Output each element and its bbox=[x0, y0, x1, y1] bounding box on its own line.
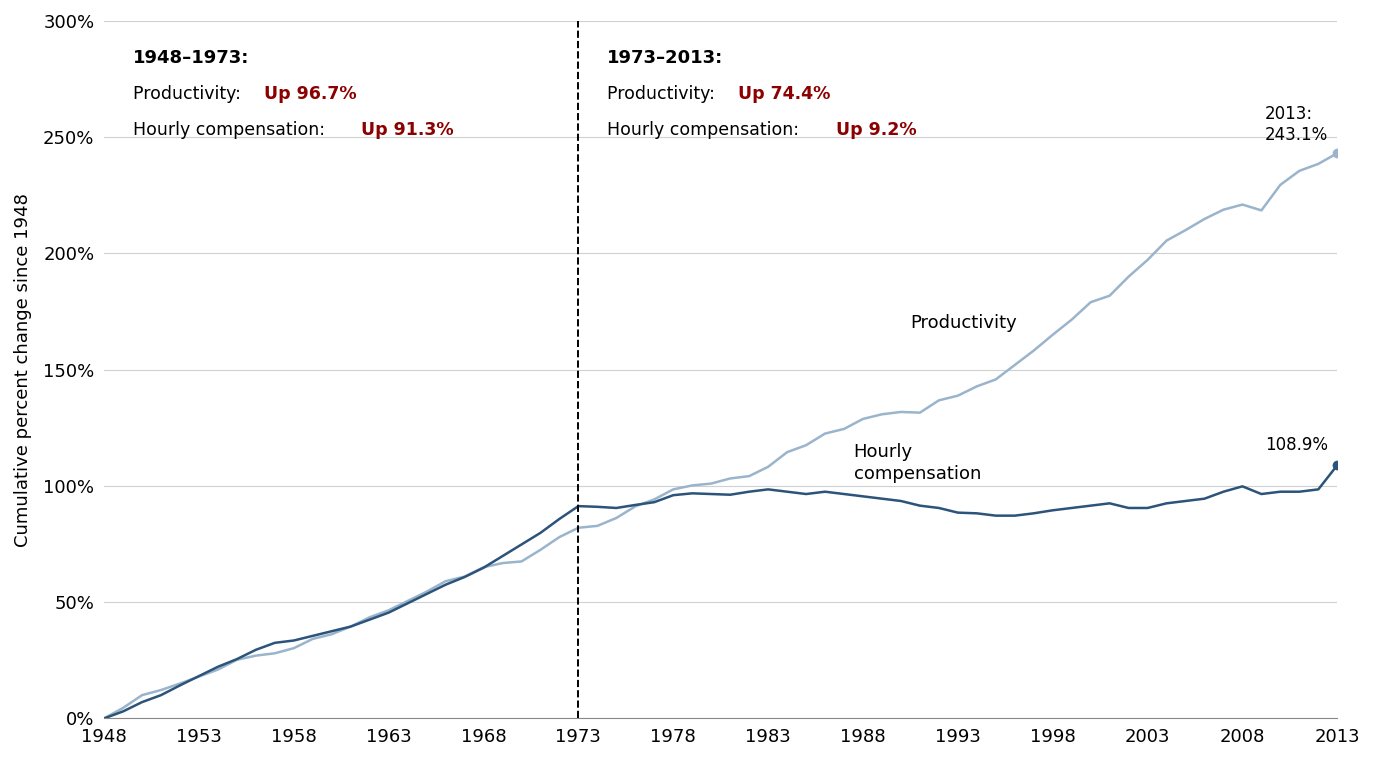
Text: Hourly
compensation: Hourly compensation bbox=[853, 442, 981, 483]
Text: 108.9%: 108.9% bbox=[1265, 435, 1329, 454]
Text: Up 96.7%: Up 96.7% bbox=[264, 85, 356, 103]
Text: Hourly compensation:: Hourly compensation: bbox=[132, 121, 330, 139]
Text: Hourly compensation:: Hourly compensation: bbox=[607, 121, 804, 139]
Text: Productivity:: Productivity: bbox=[132, 85, 246, 103]
Text: 1973–2013:: 1973–2013: bbox=[607, 49, 723, 67]
Text: Up 91.3%: Up 91.3% bbox=[361, 121, 453, 139]
Y-axis label: Cumulative percent change since 1948: Cumulative percent change since 1948 bbox=[14, 193, 32, 546]
Text: 2013:
243.1%: 2013: 243.1% bbox=[1265, 105, 1329, 144]
Text: 1948–1973:: 1948–1973: bbox=[132, 49, 249, 67]
Text: Up 74.4%: Up 74.4% bbox=[738, 85, 830, 103]
Text: Up 9.2%: Up 9.2% bbox=[835, 121, 916, 139]
Text: Productivity: Productivity bbox=[911, 314, 1017, 332]
Text: Productivity:: Productivity: bbox=[607, 85, 720, 103]
